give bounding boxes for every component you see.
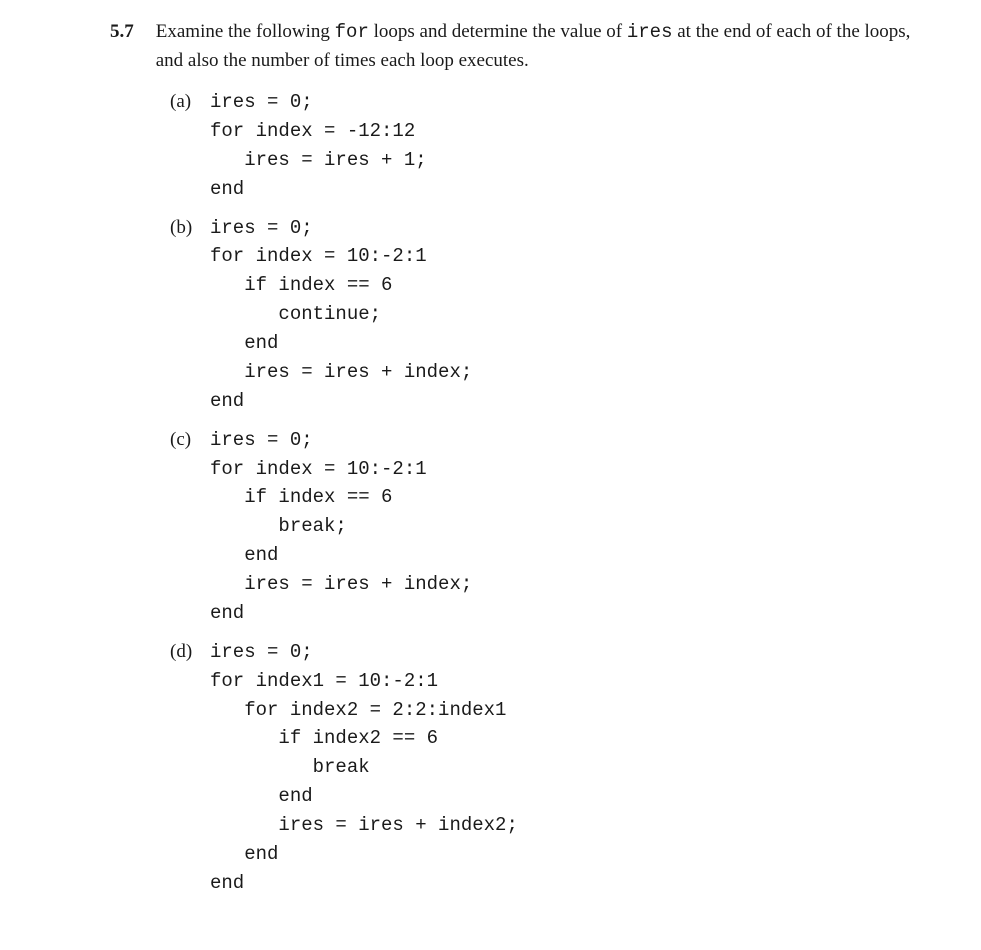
problem-number: 5.7	[110, 18, 134, 46]
subproblem-label: (a)	[170, 88, 210, 116]
text-part-1-mono: for	[335, 21, 369, 43]
subproblem-d: (d) ires = 0; for index1 = 10:-2:1 for i…	[170, 638, 931, 898]
subproblem-label: (b)	[170, 214, 210, 242]
text-part-2: loops and determine the value of	[369, 21, 627, 42]
code-block: ires = 0; for index = -12:12 ires = ires…	[210, 88, 427, 204]
subproblem-label: (d)	[170, 638, 210, 666]
text-part-3-mono: ires	[627, 21, 673, 43]
subproblems-container: (a) ires = 0; for index = -12:12 ires = …	[170, 88, 931, 898]
subproblem-label: (c)	[170, 426, 210, 454]
code-block: ires = 0; for index = 10:-2:1 if index =…	[210, 426, 472, 628]
subproblem-c: (c) ires = 0; for index = 10:-2:1 if ind…	[170, 426, 931, 628]
subproblem-a: (a) ires = 0; for index = -12:12 ires = …	[170, 88, 931, 204]
code-block: ires = 0; for index = 10:-2:1 if index =…	[210, 214, 472, 416]
code-block: ires = 0; for index1 = 10:-2:1 for index…	[210, 638, 518, 898]
text-part-0: Examine the following	[156, 21, 335, 42]
problem-text: Examine the following for loops and dete…	[156, 18, 931, 74]
problem-header: 5.7 Examine the following for loops and …	[110, 18, 931, 74]
subproblem-b: (b) ires = 0; for index = 10:-2:1 if ind…	[170, 214, 931, 416]
